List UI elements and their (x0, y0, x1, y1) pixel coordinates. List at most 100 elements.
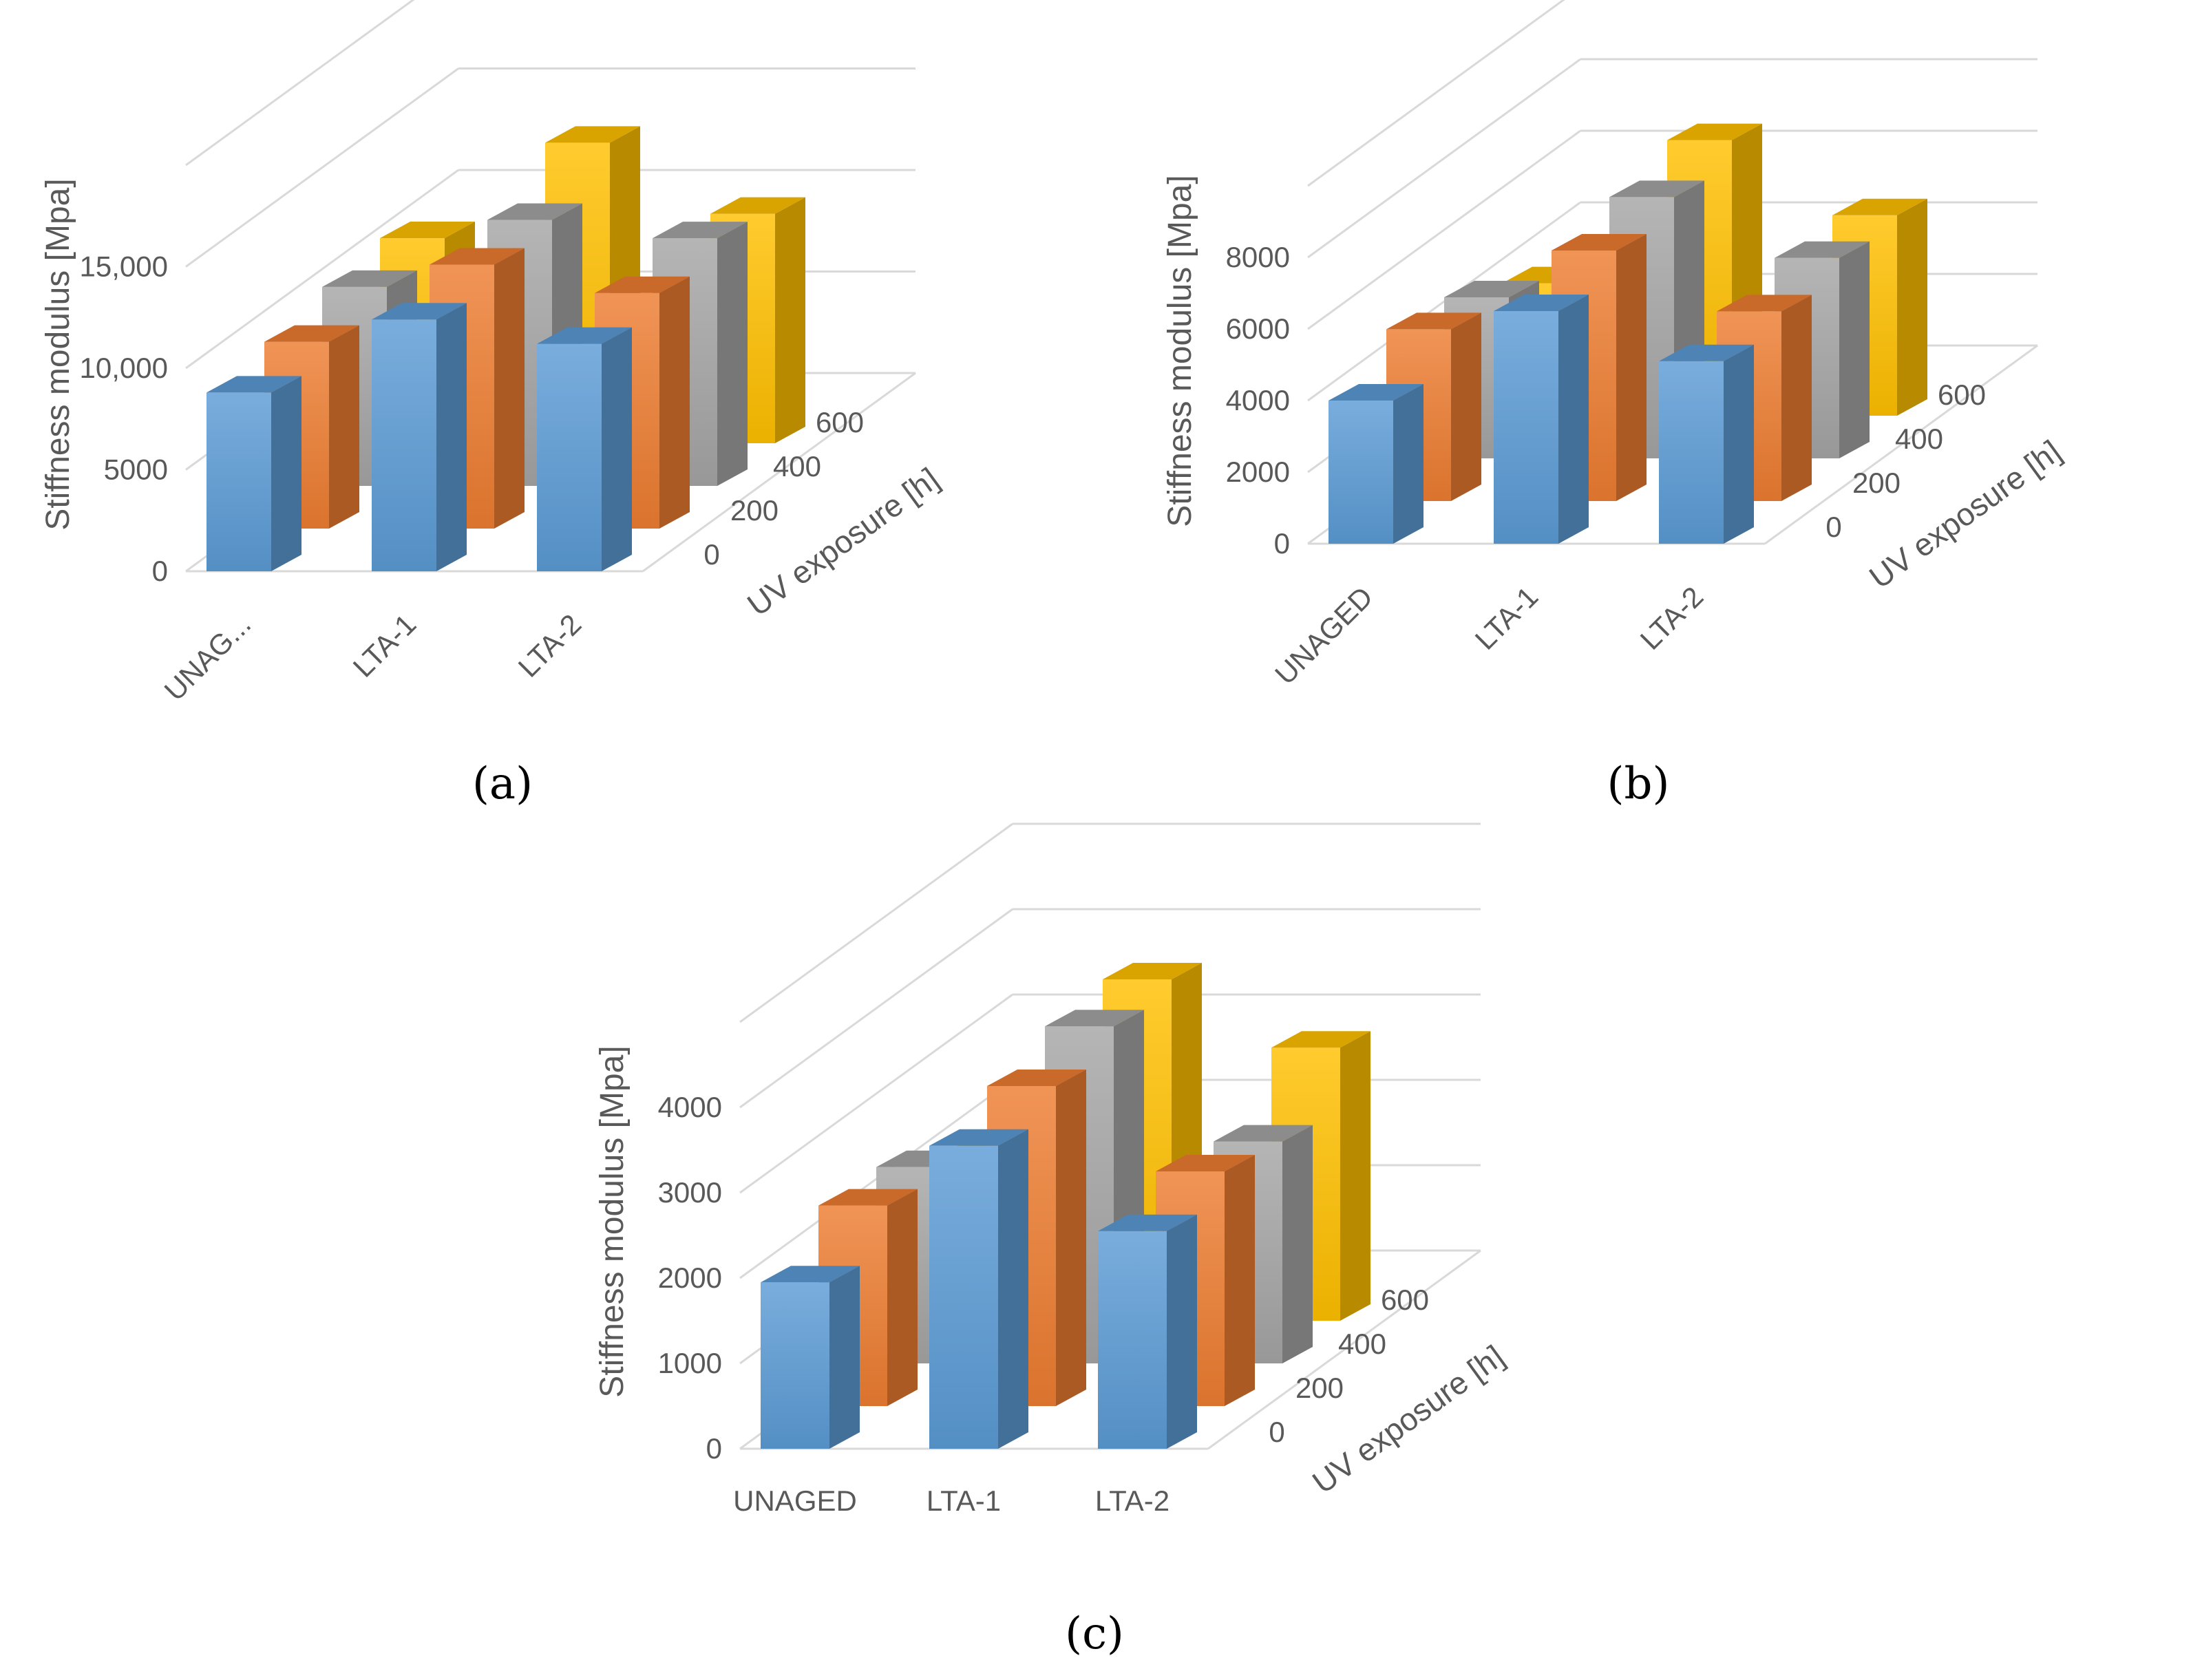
y-tick-label: 0 (706, 1432, 722, 1465)
category-label: LTA-2 (512, 608, 588, 683)
depth-tick-label: 200 (1852, 467, 1901, 499)
bar-side (1451, 312, 1481, 501)
depth-tick-label: 400 (773, 450, 821, 482)
gridline-diagonal (1307, 0, 1565, 187)
gridline-diagonal (1307, 129, 1581, 330)
bar-side (1167, 1214, 1197, 1449)
category-label: UNAGED (1269, 580, 1379, 690)
depth-tick-label: 400 (1895, 423, 1943, 455)
bar-top (1271, 1031, 1370, 1048)
bar-front (1329, 401, 1393, 544)
bar-side (436, 303, 467, 571)
depth-tick-label: 600 (1381, 1284, 1429, 1316)
chart-b: 0 2000 4000 6000 8000 Stiffness modulus [Mpa]… (1162, 0, 2067, 809)
bar-top (1775, 241, 1870, 258)
bar-side (602, 327, 632, 571)
bar-side (1056, 1070, 1086, 1406)
bar-lta2-0h (1659, 344, 1754, 544)
y-axis-label: Stiffness modulus [Mpa] (1162, 175, 1198, 527)
bar-side (1558, 295, 1589, 544)
bar-side (1340, 1031, 1370, 1321)
bar-top (987, 1070, 1086, 1086)
bar-side (887, 1189, 918, 1406)
bar-top (1386, 312, 1481, 330)
bar-front (1098, 1231, 1167, 1449)
y-axis-label: Stiffness modulus [Mpa] (594, 1045, 631, 1397)
bar-top (761, 1266, 860, 1283)
floor-edge-right (1207, 1249, 1481, 1450)
bar-unag-0h (207, 376, 301, 571)
category-label: LTA-1 (927, 1485, 1001, 1517)
bar-unaged-0h (761, 1266, 860, 1449)
category-label: LTA-1 (1469, 580, 1545, 656)
y-tick-label: 2000 (1226, 456, 1290, 488)
bar-side (1839, 241, 1870, 458)
bar-top (537, 327, 632, 344)
y-tick-label: 2000 (658, 1262, 722, 1294)
y-tick-label: 10,000 (80, 352, 168, 384)
depth-tick-label: 400 (1338, 1328, 1386, 1360)
y-axis-label: Stiffness modulus [Mpa] (40, 178, 76, 530)
bar-front (537, 343, 602, 571)
gridline-diagonal (739, 993, 1013, 1194)
floor-edge-right (1764, 344, 2038, 545)
gridline-diagonal (739, 908, 1013, 1109)
bar-top (1329, 384, 1423, 401)
bar-side (717, 222, 748, 486)
depth-tick-label: 600 (1938, 379, 1986, 411)
bar-top (1214, 1125, 1313, 1142)
y-tick-label: 1000 (658, 1347, 722, 1379)
bar-top (1045, 1010, 1144, 1027)
panel-label: (b) (1607, 758, 1670, 809)
depth-tick-label: 600 (816, 406, 864, 438)
bar-top (430, 248, 525, 265)
bar-top (710, 197, 805, 214)
category-label: LTA-1 (347, 608, 423, 683)
bar-top (545, 126, 640, 143)
bar-side (1282, 1125, 1313, 1363)
gridline-diagonal (185, 169, 459, 370)
category-label: LTA-2 (1095, 1485, 1169, 1517)
bar-unaged-0h (1329, 384, 1423, 544)
bar-top (1098, 1214, 1197, 1231)
y-tick-label: 4000 (1226, 384, 1290, 416)
depth-tick-label: 200 (730, 494, 779, 527)
depth-tick-label: 200 (1295, 1372, 1344, 1404)
bar-lta1-0h (372, 303, 467, 571)
bar-side (659, 276, 690, 529)
bar-top (1717, 295, 1812, 312)
bar-side (271, 376, 301, 571)
bar-side (829, 1266, 860, 1449)
bar-side (1724, 344, 1754, 544)
bar-front (761, 1282, 829, 1449)
bar-top (322, 270, 417, 287)
bar-side (494, 248, 525, 529)
bar-top (372, 303, 467, 320)
bar-top (653, 222, 748, 239)
category-label: UNAG... (158, 608, 257, 707)
bar-side (1225, 1155, 1255, 1406)
bar-top (487, 203, 582, 220)
bar-side (1393, 384, 1423, 544)
bar-front (207, 392, 271, 571)
panel-label: (a) (472, 758, 533, 809)
depth-tick-label: 0 (1825, 511, 1841, 543)
category-label: UNAGED (733, 1485, 857, 1517)
y-tick-label: 5000 (104, 454, 168, 486)
y-tick-label: 15,000 (80, 251, 168, 283)
y-tick-label: 8000 (1226, 241, 1290, 273)
bar-top (1832, 198, 1927, 215)
y-tick-label: 4000 (658, 1091, 722, 1123)
y-tick-label: 6000 (1226, 312, 1290, 345)
bar-top (818, 1189, 918, 1206)
depth-tick-label: 0 (1269, 1416, 1284, 1448)
bar-lta2-0h (537, 327, 632, 571)
category-label: LTA-2 (1634, 580, 1710, 656)
bar-side (775, 197, 805, 443)
bar-lta1-0h (929, 1129, 1028, 1449)
floor-edge-right (642, 372, 916, 573)
gridline-diagonal (185, 0, 415, 167)
depth-axis-label: UV exposure [h] (1306, 1338, 1510, 1500)
